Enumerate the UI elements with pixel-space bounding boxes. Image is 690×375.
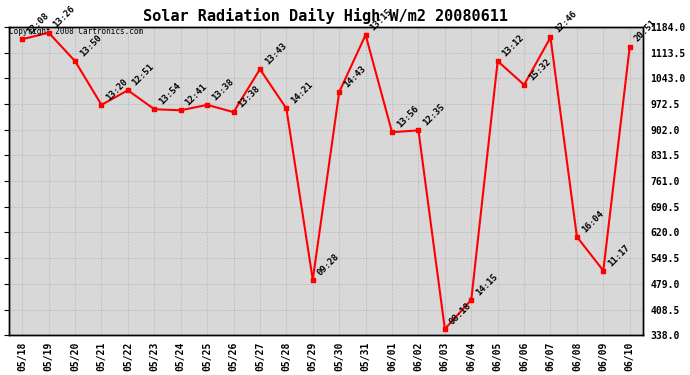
Text: 12:46: 12:46: [553, 9, 579, 34]
Point: [175, 107, 186, 113]
Point: [281, 105, 292, 111]
Point: [255, 66, 266, 72]
Text: 13:20: 13:20: [104, 77, 130, 102]
Point: [492, 58, 503, 64]
Text: 16:04: 16:04: [580, 209, 605, 234]
Text: 14:15: 14:15: [474, 272, 500, 297]
Point: [149, 106, 160, 112]
Point: [360, 32, 371, 38]
Text: 15:32: 15:32: [527, 57, 552, 82]
Point: [70, 58, 81, 64]
Text: 13:26: 13:26: [52, 4, 77, 30]
Point: [519, 82, 530, 88]
Point: [228, 109, 239, 115]
Text: Copyright 2008 Cartronics.com: Copyright 2008 Cartronics.com: [9, 27, 143, 36]
Text: 13:38: 13:38: [210, 77, 235, 102]
Point: [386, 129, 397, 135]
Text: 13:50: 13:50: [78, 33, 104, 58]
Point: [201, 102, 213, 108]
Text: 14:43: 14:43: [342, 64, 367, 89]
Point: [17, 36, 28, 42]
Text: 14:21: 14:21: [289, 80, 315, 106]
Point: [413, 128, 424, 134]
Text: 12:08: 12:08: [25, 11, 50, 36]
Text: 12:41: 12:41: [184, 82, 209, 108]
Point: [571, 234, 582, 240]
Point: [96, 102, 107, 108]
Text: 12:51: 12:51: [130, 62, 156, 87]
Text: 13:15: 13:15: [368, 7, 394, 32]
Point: [598, 268, 609, 274]
Text: 08:18: 08:18: [448, 301, 473, 326]
Point: [334, 89, 345, 95]
Title: Solar Radiation Daily High W/m2 20080611: Solar Radiation Daily High W/m2 20080611: [144, 8, 509, 24]
Text: 13:54: 13:54: [157, 81, 182, 106]
Text: 13:43: 13:43: [263, 41, 288, 66]
Text: 09:28: 09:28: [315, 252, 341, 277]
Point: [440, 326, 451, 332]
Point: [466, 297, 477, 303]
Point: [122, 87, 133, 93]
Text: 13:38: 13:38: [236, 84, 262, 110]
Text: 11:17: 11:17: [606, 243, 631, 268]
Text: 12:35: 12:35: [421, 102, 446, 128]
Text: 13:12: 13:12: [500, 33, 526, 58]
Point: [624, 44, 635, 50]
Point: [43, 30, 55, 36]
Point: [545, 34, 556, 40]
Text: 13:56: 13:56: [395, 104, 420, 129]
Point: [307, 277, 318, 283]
Text: 20:51: 20:51: [633, 18, 658, 44]
